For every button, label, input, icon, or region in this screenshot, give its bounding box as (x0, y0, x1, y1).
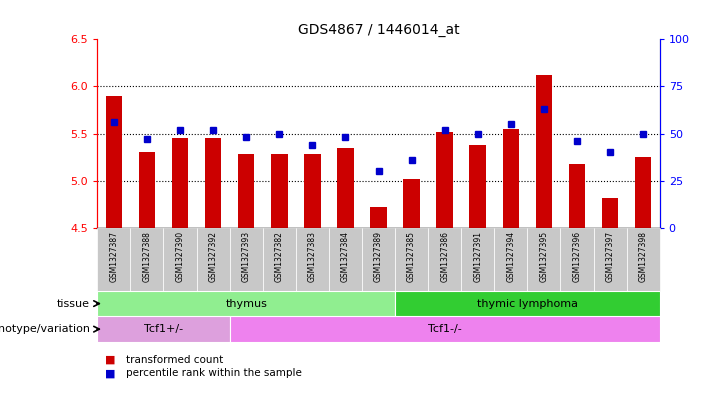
Text: GSM1327397: GSM1327397 (606, 231, 614, 282)
Text: transformed count: transformed count (126, 354, 224, 365)
Text: GSM1327384: GSM1327384 (341, 231, 350, 282)
Text: GSM1327390: GSM1327390 (175, 231, 185, 282)
Bar (337, 148, 354, 228)
Bar (569, 164, 585, 228)
Text: ■: ■ (105, 368, 115, 378)
Bar (97, 316, 230, 342)
Bar (164, 228, 197, 291)
Bar (527, 228, 560, 291)
Bar (436, 132, 453, 228)
Bar (97, 228, 131, 291)
Bar (362, 228, 395, 291)
Text: tissue: tissue (57, 299, 90, 309)
Bar (635, 157, 652, 228)
Text: GSM1327392: GSM1327392 (208, 231, 218, 282)
Bar (495, 228, 527, 291)
Bar (262, 228, 296, 291)
Bar (503, 129, 519, 228)
Bar (469, 145, 486, 228)
Text: GSM1327389: GSM1327389 (374, 231, 383, 282)
Bar (230, 316, 660, 342)
Bar (593, 228, 627, 291)
Text: GSM1327385: GSM1327385 (407, 231, 416, 282)
Text: thymus: thymus (225, 299, 267, 309)
Text: GSM1327394: GSM1327394 (506, 231, 516, 282)
Bar (271, 154, 288, 228)
Text: GSM1327387: GSM1327387 (110, 231, 118, 282)
Text: GSM1327383: GSM1327383 (308, 231, 317, 282)
Bar (560, 228, 593, 291)
Bar (131, 228, 164, 291)
Text: percentile rank within the sample: percentile rank within the sample (126, 368, 302, 378)
Bar (461, 228, 495, 291)
Bar (304, 154, 321, 228)
Bar (536, 75, 552, 228)
Text: thymic lymphoma: thymic lymphoma (477, 299, 578, 309)
Title: GDS4867 / 1446014_at: GDS4867 / 1446014_at (298, 23, 459, 37)
Bar (395, 291, 660, 316)
Bar (197, 228, 230, 291)
Text: Tcf1-/-: Tcf1-/- (428, 324, 461, 334)
Bar (205, 138, 221, 228)
Bar (602, 198, 619, 228)
Bar (627, 228, 660, 291)
Text: GSM1327396: GSM1327396 (572, 231, 582, 282)
Bar (428, 228, 461, 291)
Bar (238, 154, 255, 228)
Text: ■: ■ (105, 354, 115, 365)
Text: GSM1327395: GSM1327395 (539, 231, 549, 282)
Bar (97, 291, 395, 316)
Bar (403, 179, 420, 228)
Text: GSM1327391: GSM1327391 (473, 231, 482, 282)
Bar (172, 138, 188, 228)
Bar (138, 152, 155, 228)
Text: genotype/variation: genotype/variation (0, 324, 90, 334)
Text: Tcf1+/-: Tcf1+/- (144, 324, 183, 334)
Text: GSM1327398: GSM1327398 (639, 231, 647, 282)
Bar (105, 96, 122, 228)
Bar (329, 228, 362, 291)
Text: GSM1327393: GSM1327393 (242, 231, 251, 282)
Text: GSM1327388: GSM1327388 (143, 231, 151, 282)
Bar (296, 228, 329, 291)
Bar (395, 228, 428, 291)
Text: GSM1327382: GSM1327382 (275, 231, 284, 282)
Bar (371, 207, 386, 228)
Bar (230, 228, 262, 291)
Text: GSM1327386: GSM1327386 (441, 231, 449, 282)
